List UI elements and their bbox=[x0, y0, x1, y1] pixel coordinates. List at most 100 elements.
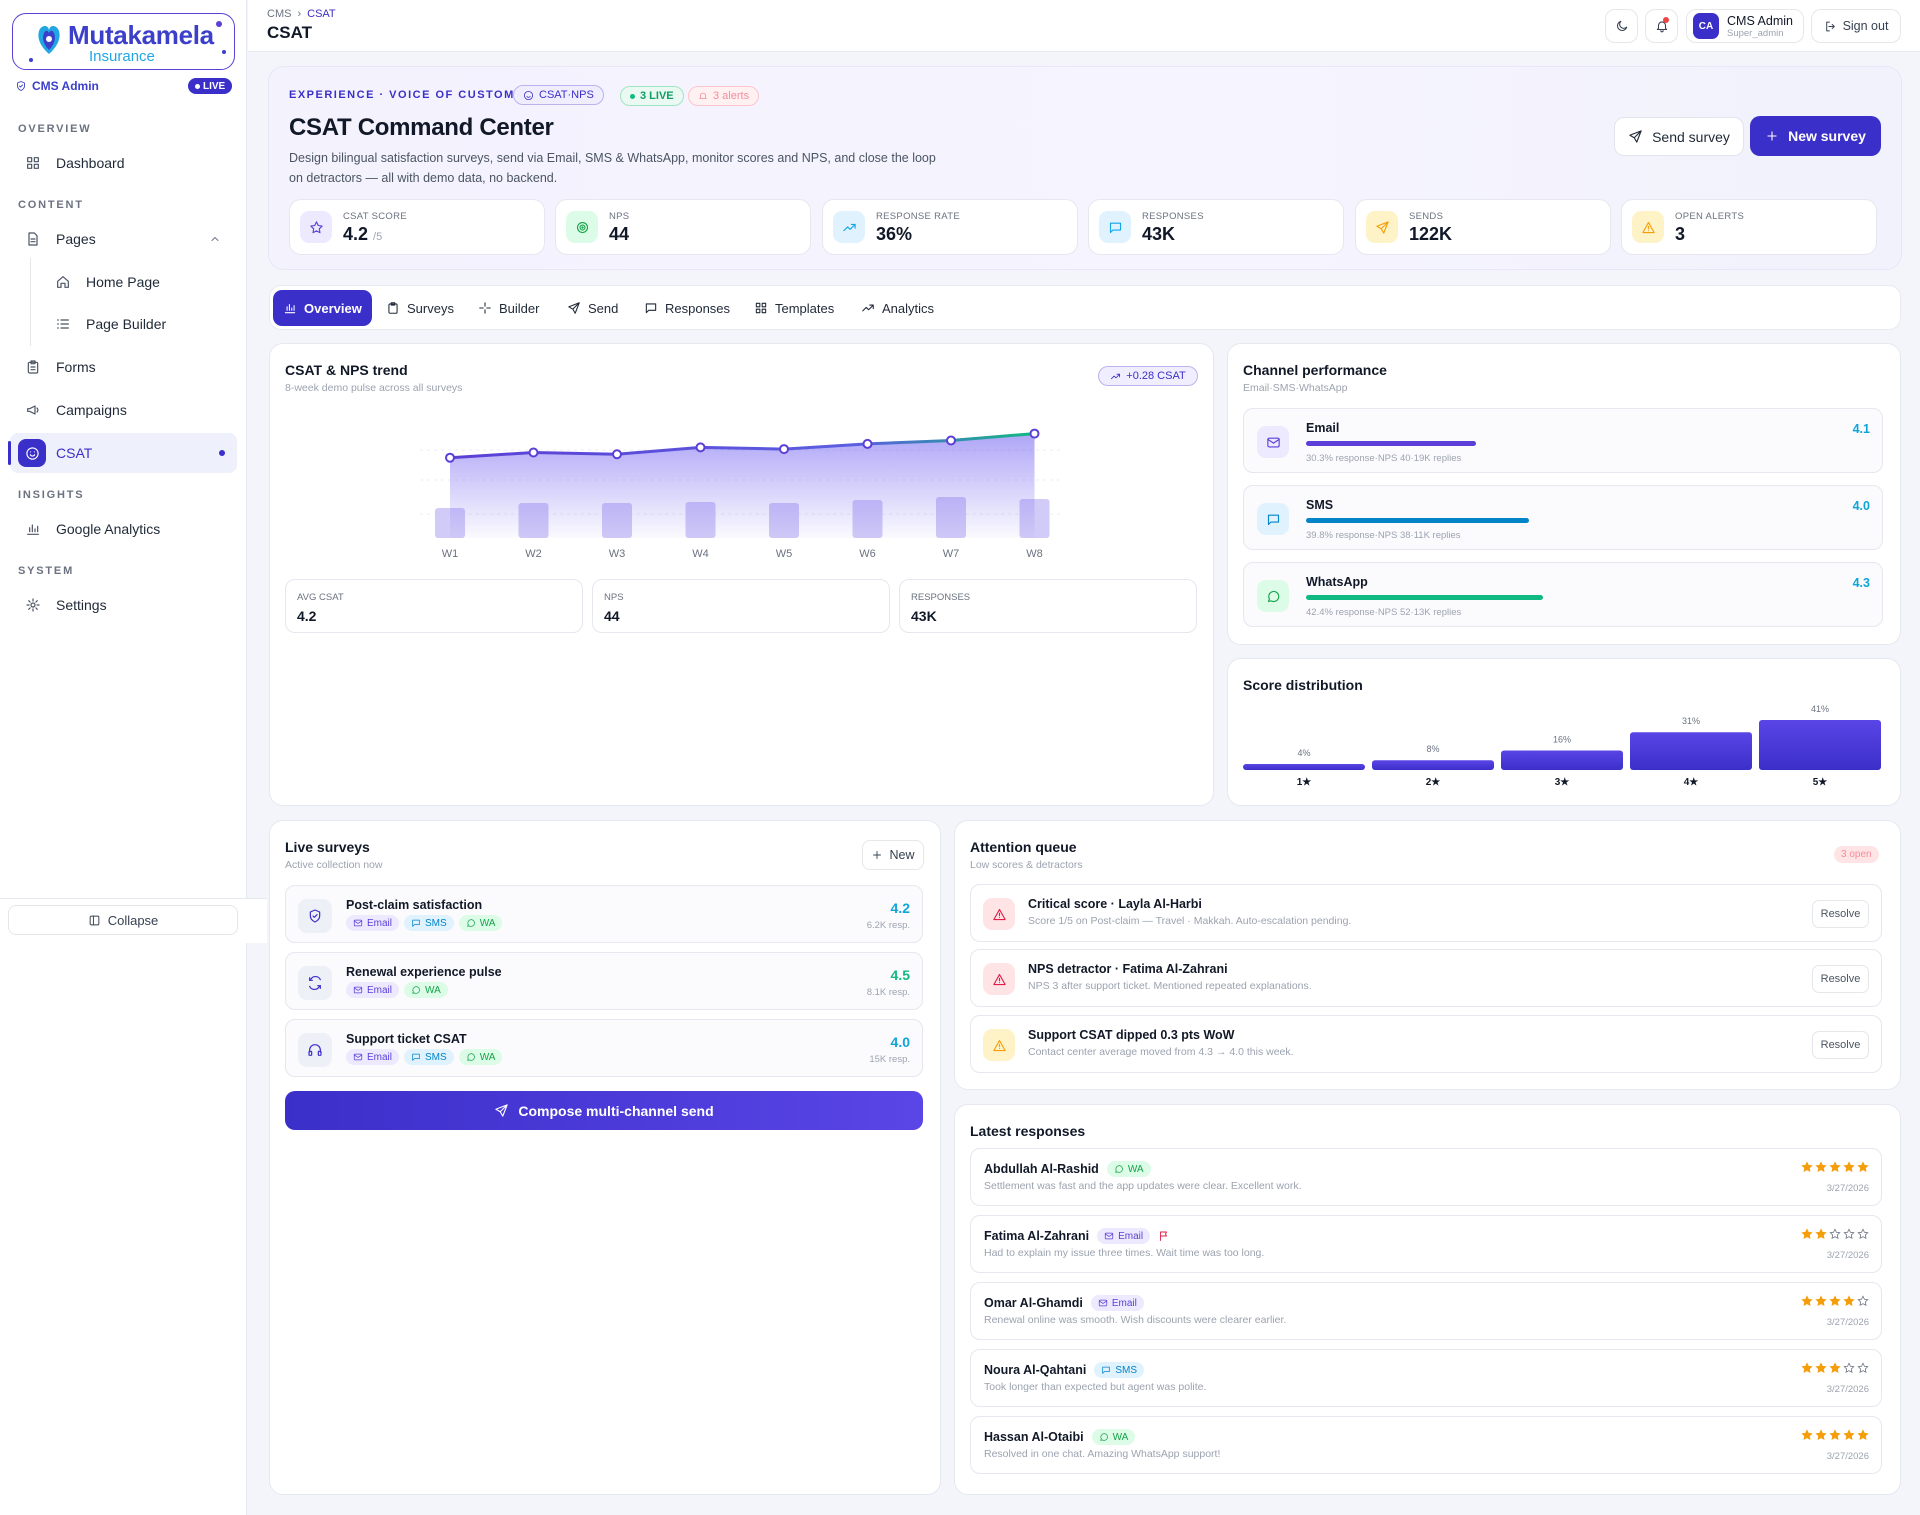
theme-toggle-button[interactable] bbox=[1605, 9, 1638, 43]
alert-row-detractor[interactable]: NPS detractor · Fatima Al-Zahrani NPS 3 … bbox=[970, 949, 1882, 1007]
channel-row-whatsapp[interactable]: WhatsApp 42.4% response·NPS 52·13K repli… bbox=[1243, 562, 1883, 627]
user-menu[interactable]: CA CMS Admin Super_admin bbox=[1686, 9, 1804, 43]
response-row[interactable]: Hassan Al-Otaibi WA Resolved in one chat… bbox=[970, 1416, 1882, 1474]
mail-icon bbox=[353, 986, 363, 994]
x-tick-label: W1 bbox=[442, 548, 459, 560]
response-row[interactable]: Abdullah Al-Rashid WA Settlement was fas… bbox=[970, 1148, 1882, 1206]
list-icon bbox=[57, 319, 69, 329]
trending-up-icon bbox=[1111, 373, 1121, 379]
sidebar-item-csat[interactable]: CSAT bbox=[8, 433, 237, 473]
sidebar-item-forms[interactable]: Forms bbox=[10, 347, 237, 387]
survey-responses: 15K resp. bbox=[869, 1054, 910, 1065]
sidebar-item-dashboard[interactable]: Dashboard bbox=[10, 143, 237, 183]
tab-analytics[interactable]: Analytics bbox=[851, 290, 944, 326]
bar-data-label: 16% bbox=[1553, 734, 1571, 744]
mini-responses: RESPONSES 43K bbox=[899, 579, 1197, 633]
user-info: CMS Admin Super_admin bbox=[1727, 14, 1793, 39]
resolve-button[interactable]: Resolve bbox=[1812, 900, 1869, 928]
grid-icon bbox=[27, 157, 39, 169]
plus-icon bbox=[1767, 131, 1777, 141]
star-filled-icon bbox=[1815, 1429, 1827, 1440]
compose-send-button[interactable]: Compose multi-channel send bbox=[285, 1091, 923, 1130]
breadcrumb-root[interactable]: CMS bbox=[267, 8, 292, 20]
mail-icon bbox=[353, 1053, 363, 1061]
sidebar-item-campaigns[interactable]: Campaigns bbox=[10, 390, 237, 430]
tab-templates[interactable]: Templates bbox=[744, 290, 844, 326]
kpi-number: 4.2 bbox=[343, 224, 369, 244]
section-system: SYSTEM bbox=[18, 565, 75, 577]
alerts-pill[interactable]: 3 alerts bbox=[688, 86, 760, 106]
survey-row-renewal[interactable]: Renewal experience pulse Email WA 4.5 8.… bbox=[285, 952, 923, 1010]
whatsapp-icon bbox=[1099, 1433, 1108, 1441]
grid-icon bbox=[755, 302, 767, 314]
bell-icon bbox=[699, 92, 707, 99]
response-row[interactable]: Noura Al-Qahtani SMS Took longer than ex… bbox=[970, 1349, 1882, 1407]
sidebar-item-home-page[interactable]: Home Page bbox=[40, 262, 237, 302]
kpi-label: CSAT SCORE bbox=[343, 211, 407, 222]
resolve-button[interactable]: Resolve bbox=[1812, 965, 1869, 993]
new-survey-button[interactable]: New survey bbox=[1750, 116, 1881, 156]
logout-icon bbox=[1825, 21, 1835, 31]
alert-desc: NPS 3 after support ticket. Mentioned re… bbox=[1028, 980, 1312, 992]
alert-triangle-icon bbox=[983, 1029, 1015, 1061]
chip-label: Email bbox=[1118, 1230, 1144, 1242]
chevron-up-icon[interactable] bbox=[209, 233, 221, 245]
sidebar-item-settings[interactable]: Settings bbox=[10, 585, 237, 625]
alert-row-dip[interactable]: Support CSAT dipped 0.3 pts WoW Contact … bbox=[970, 1015, 1882, 1073]
whatsapp-icon bbox=[466, 1053, 475, 1061]
send-icon bbox=[568, 302, 580, 314]
kpi-suffix: /5 bbox=[373, 231, 383, 243]
attention-title: Attention queue bbox=[970, 839, 1077, 855]
survey-responses: 6.2K resp. bbox=[866, 920, 910, 931]
survey-row-post-claim[interactable]: Post-claim satisfaction Email SMS WA 4.2… bbox=[285, 885, 923, 943]
brand-logo[interactable]: Mutakamela Insurance bbox=[12, 13, 235, 70]
alert-row-critical[interactable]: Critical score · Layla Al-Harbi Score 1/… bbox=[970, 884, 1882, 942]
response-stars bbox=[1801, 1161, 1869, 1173]
collapse-button[interactable]: Collapse bbox=[8, 905, 238, 935]
send-survey-button[interactable]: Send survey bbox=[1614, 117, 1744, 156]
attention-subtitle: Low scores & detractors bbox=[970, 859, 1083, 871]
csat-area bbox=[450, 433, 1035, 538]
moon-icon bbox=[1616, 20, 1627, 31]
sidebar-item-google-analytics[interactable]: Google Analytics bbox=[10, 509, 237, 549]
survey-score: 4.2 bbox=[890, 900, 910, 916]
notifications-button[interactable] bbox=[1645, 9, 1678, 43]
response-row[interactable]: Fatima Al-Zahrani Email Had to explain m… bbox=[970, 1215, 1882, 1273]
sign-out-button[interactable]: Sign out bbox=[1811, 9, 1901, 43]
active-dot bbox=[219, 450, 225, 456]
kpi-label: SENDS bbox=[1409, 211, 1444, 222]
flag-icon[interactable] bbox=[1158, 1230, 1170, 1242]
survey-row-support-ticket[interactable]: Support ticket CSAT Email SMS WA 4.0 15K… bbox=[285, 1019, 923, 1077]
response-row[interactable]: Omar Al-Ghamdi Email Renewal online was … bbox=[970, 1282, 1882, 1340]
brand-mark-icon bbox=[38, 25, 60, 54]
channel-row-email[interactable]: Email 30.3% response·NPS 40·19K replies … bbox=[1243, 408, 1883, 473]
response-channel-chip: WA bbox=[1091, 1429, 1136, 1445]
csat-line bbox=[449, 432, 1035, 460]
response-stars bbox=[1801, 1228, 1869, 1240]
star-filled-icon bbox=[1815, 1161, 1827, 1172]
live-badge: LIVE bbox=[188, 78, 233, 94]
channel-row-sms[interactable]: SMS 39.8% response·NPS 38·11K replies 4.… bbox=[1243, 485, 1883, 550]
smile-icon bbox=[18, 439, 46, 467]
message-icon bbox=[1099, 211, 1131, 243]
x-tick-label: 5★ bbox=[1813, 777, 1828, 788]
channel-name: SMS bbox=[1306, 498, 1334, 512]
tab-responses[interactable]: Responses bbox=[634, 290, 740, 326]
message-icon bbox=[1102, 1366, 1111, 1374]
tab-surveys[interactable]: Surveys bbox=[376, 290, 464, 326]
tab-builder[interactable]: Builder bbox=[468, 290, 549, 326]
response-date: 3/27/2026 bbox=[1826, 1317, 1869, 1328]
response-comment: Took longer than expected but agent was … bbox=[984, 1381, 1207, 1393]
csat-points bbox=[445, 428, 1040, 463]
new-live-survey-button[interactable]: New bbox=[862, 840, 924, 870]
resolve-button[interactable]: Resolve bbox=[1812, 1031, 1869, 1059]
sidebar-item-page-builder[interactable]: Page Builder bbox=[40, 304, 237, 344]
user-role: Super_admin bbox=[1727, 27, 1784, 39]
kpi-value: 43K bbox=[1142, 224, 1176, 244]
sidebar-item-label: Home Page bbox=[86, 274, 160, 290]
sidebar-item-pages[interactable]: Pages bbox=[10, 219, 237, 259]
tab-send[interactable]: Send bbox=[557, 290, 628, 326]
survey-name: Renewal experience pulse bbox=[346, 965, 502, 979]
tab-overview[interactable]: Overview bbox=[273, 290, 372, 326]
alert-triangle-icon bbox=[1632, 211, 1664, 243]
